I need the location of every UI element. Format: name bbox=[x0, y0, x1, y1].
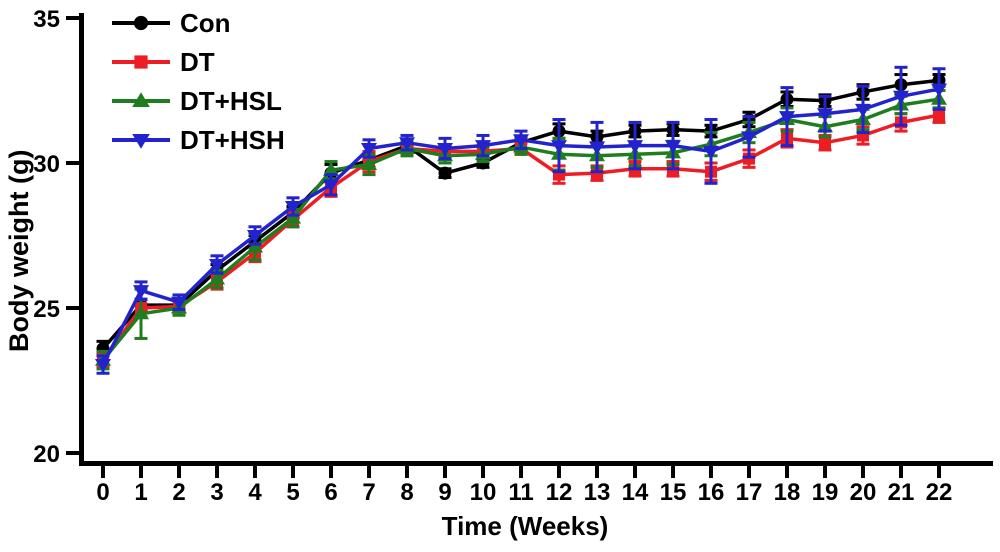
data-point bbox=[247, 230, 263, 244]
legend-item-dt: DT bbox=[112, 47, 215, 77]
data-point bbox=[437, 143, 453, 157]
data-point bbox=[133, 285, 149, 299]
data-point bbox=[627, 140, 643, 154]
data-point bbox=[817, 108, 833, 122]
data-point bbox=[819, 136, 831, 149]
x-tick-label: 3 bbox=[210, 479, 223, 506]
data-point bbox=[361, 143, 377, 157]
data-point bbox=[171, 296, 187, 311]
x-tick-label: 5 bbox=[286, 479, 299, 506]
y-tick-label: 25 bbox=[33, 296, 60, 323]
data-point bbox=[703, 145, 719, 160]
legend-marker-triangle-up bbox=[132, 92, 150, 108]
x-tick-label: 11 bbox=[508, 479, 533, 506]
legend-item-con: Con bbox=[112, 8, 231, 38]
x-tick-label: 9 bbox=[438, 479, 451, 506]
x-tick-label: 2 bbox=[172, 479, 185, 506]
data-point bbox=[361, 156, 377, 170]
x-tick-label: 20 bbox=[850, 479, 877, 506]
legend-marker-square bbox=[134, 55, 148, 69]
x-tick-label: 14 bbox=[622, 479, 649, 506]
data-point bbox=[438, 166, 452, 180]
x-tick-label: 18 bbox=[774, 479, 801, 506]
x-axis-title: Time (Weeks) bbox=[441, 511, 609, 541]
y-axis-title: Body weight (g) bbox=[4, 149, 34, 352]
legend-label: DT+HSL bbox=[180, 86, 282, 116]
series-dt-hsh bbox=[95, 65, 947, 375]
x-tick-label: 15 bbox=[660, 479, 687, 506]
legend-label: DT+HSH bbox=[180, 125, 285, 155]
data-point bbox=[247, 239, 263, 253]
x-tick-label: 13 bbox=[584, 479, 611, 506]
x-tick-label: 12 bbox=[546, 479, 573, 506]
legend: Con DT DT+HSL DT+HSH bbox=[112, 8, 285, 155]
x-tick-label: 0 bbox=[96, 479, 109, 506]
x-tick-label: 17 bbox=[736, 479, 763, 506]
legend-label: DT bbox=[180, 47, 215, 77]
data-point bbox=[933, 109, 945, 122]
data-point bbox=[741, 131, 757, 145]
legend-marker-triangle-down bbox=[132, 133, 150, 149]
x-tick-label: 1 bbox=[134, 479, 147, 506]
data-point bbox=[133, 305, 149, 320]
legend-marker-circle bbox=[133, 15, 149, 31]
data-point bbox=[285, 210, 301, 224]
x-tick-label: 16 bbox=[698, 479, 725, 506]
y-tick-label: 30 bbox=[33, 151, 60, 178]
x-tick-label: 6 bbox=[324, 479, 337, 506]
data-point bbox=[209, 259, 225, 273]
data-point bbox=[855, 103, 871, 118]
data-point bbox=[931, 83, 947, 98]
data-point bbox=[779, 111, 795, 125]
data-point bbox=[323, 162, 339, 176]
legend-item-dt-hsh: DT+HSH bbox=[112, 125, 285, 155]
legend-label: Con bbox=[180, 8, 231, 38]
series-con bbox=[96, 73, 946, 358]
data-point bbox=[323, 179, 339, 193]
y-tick-label: 35 bbox=[33, 6, 60, 33]
data-point bbox=[893, 90, 909, 105]
data-point bbox=[551, 140, 567, 154]
x-tick-label: 19 bbox=[812, 479, 839, 506]
data-point bbox=[209, 271, 225, 285]
x-tick-label: 4 bbox=[248, 479, 262, 506]
data-point bbox=[513, 134, 529, 148]
data-point bbox=[399, 137, 415, 151]
data-point bbox=[285, 201, 301, 215]
x-tick-label: 10 bbox=[470, 479, 497, 506]
x-tick-label: 21 bbox=[888, 479, 915, 506]
data-point bbox=[665, 140, 681, 154]
data-point bbox=[95, 359, 111, 373]
series-line bbox=[101, 78, 940, 350]
x-tick-label: 22 bbox=[926, 479, 953, 506]
x-tick-label: 8 bbox=[400, 479, 413, 506]
legend-item-dt-hsl: DT+HSL bbox=[112, 86, 282, 116]
data-point bbox=[589, 141, 605, 156]
y-tick-label: 20 bbox=[33, 441, 60, 468]
x-tick-label: 7 bbox=[362, 479, 375, 506]
data-point bbox=[475, 140, 491, 154]
